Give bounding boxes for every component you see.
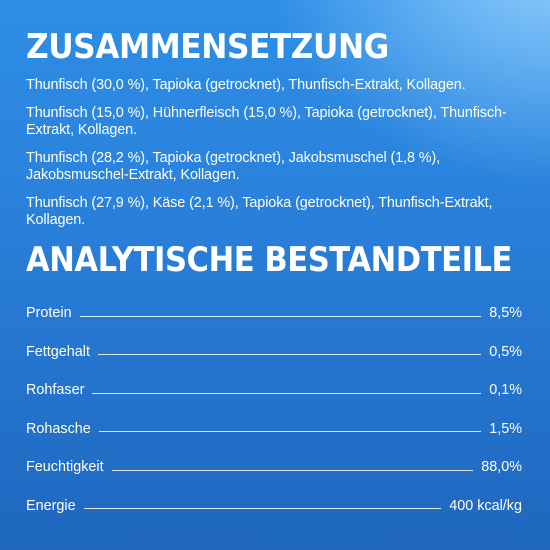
analysis-row-energy: Energie 400 kcal/kg [26, 487, 522, 526]
composition-heading: ZUSAMMENSETZUNG [26, 27, 389, 67]
composition-paragraph: Thunfisch (28,2 %), Tapioka (getrocknet)… [26, 150, 441, 183]
row-divider-line [92, 392, 482, 394]
analysis-heading: ANALYTISCHE BESTANDTEILE [26, 240, 513, 280]
composition-list: Thunfisch (30,0 %), Tapioka (getrocknet)… [26, 77, 522, 229]
row-label: Rohfaser [26, 382, 85, 399]
row-divider-line [79, 315, 482, 317]
row-value: 8,5% [489, 305, 522, 322]
analysis-row-moisture: Feuchtigkeit 88,0% [26, 448, 522, 487]
row-value: 0,5% [489, 343, 522, 360]
analysis-row-fat: Fettgehalt 0,5% [26, 333, 522, 372]
row-label: Rohasche [26, 420, 91, 437]
row-label: Protein [26, 305, 72, 322]
analysis-row-ash: Rohasche 1,5% [26, 410, 522, 449]
analysis-table: Protein 8,5% Fettgehalt 0,5% Rohfaser 0,… [26, 294, 522, 525]
composition-paragraph: Thunfisch (30,0 %), Tapioka (getrocknet)… [26, 77, 466, 93]
row-value: 400 kcal/kg [449, 497, 522, 514]
row-label: Energie [26, 497, 76, 514]
composition-paragraph: Thunfisch (15,0 %), Hühnerfleisch (15,0 … [26, 105, 507, 138]
row-divider-line [111, 469, 474, 471]
row-value: 1,5% [489, 420, 522, 437]
row-divider-line [98, 354, 482, 356]
row-label: Fettgehalt [26, 343, 90, 360]
analysis-row-protein: Protein 8,5% [26, 294, 522, 333]
composition-paragraph: Thunfisch (27,9 %), Käse (2,1 %), Tapiok… [26, 195, 493, 228]
row-divider-line [83, 508, 442, 510]
row-value: 0,1% [489, 382, 522, 399]
row-label: Feuchtigkeit [26, 459, 104, 476]
row-divider-line [98, 431, 482, 433]
analysis-row-fibre: Rohfaser 0,1% [26, 371, 522, 410]
row-value: 88,0% [481, 459, 522, 476]
